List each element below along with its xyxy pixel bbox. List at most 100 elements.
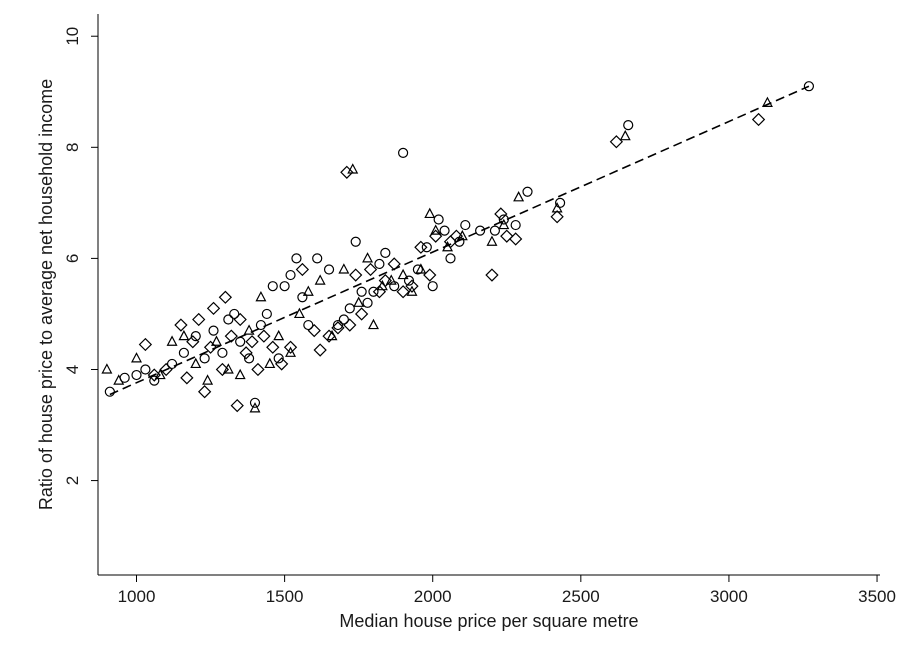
circle-marker (439, 225, 450, 236)
diamond-marker (343, 318, 357, 332)
triangle-marker (486, 235, 498, 246)
diamond-marker (159, 362, 173, 377)
circle-marker (208, 325, 219, 336)
x-tick-label: 1500 (266, 587, 304, 606)
diamond-marker (485, 268, 499, 282)
circle-marker (249, 397, 261, 408)
diamond-marker (206, 301, 221, 316)
circle-marker (445, 253, 456, 264)
diamond-marker (322, 329, 336, 343)
circle-marker (267, 281, 278, 292)
diamond-marker (251, 362, 265, 377)
diamond-marker (372, 285, 387, 299)
triangle-marker (314, 274, 326, 285)
diamond-marker (331, 321, 345, 335)
circle-marker (297, 292, 308, 303)
diamond-marker (363, 262, 378, 277)
diamond-marker (224, 329, 238, 343)
diamond-marker (186, 335, 200, 349)
triangle-marker (761, 96, 773, 107)
triangle-marker (551, 202, 563, 213)
diamond-marker (354, 307, 369, 321)
circle-marker (190, 331, 201, 342)
triangle-marker (210, 335, 222, 346)
x-tick-label: 1000 (118, 587, 156, 606)
y-tick-label: 2 (63, 476, 82, 485)
diamond-marker (283, 340, 298, 354)
diamond-marker (295, 262, 310, 277)
triangle-marker (285, 346, 297, 357)
diamond-marker (230, 398, 244, 413)
diamond-marker (414, 240, 428, 254)
diamond-marker (340, 165, 354, 179)
circle-marker (510, 219, 521, 231)
circle-marker (229, 308, 240, 320)
triangle-marker (255, 290, 267, 302)
x-tick-label: 2000 (414, 587, 452, 606)
diamond-marker (423, 268, 437, 282)
y-tick-label: 6 (63, 254, 82, 263)
triangle-marker (513, 191, 525, 202)
diamond-marker (349, 268, 363, 282)
circle-marker (217, 347, 228, 358)
diamond-marker (138, 337, 153, 352)
triangle-marker (362, 252, 374, 263)
circle-marker (338, 314, 349, 325)
circle-marker (412, 264, 424, 275)
diamond-marker (609, 135, 624, 149)
diamond-marker (174, 318, 188, 332)
x-tick-label: 3500 (858, 587, 896, 606)
triangle-marker (293, 307, 305, 319)
triangle-marker (353, 296, 365, 307)
diamond-marker (180, 371, 194, 385)
circle-marker (356, 286, 367, 297)
diamond-marker (197, 385, 212, 399)
triangle-marker (367, 318, 379, 330)
diamond-marker (429, 229, 443, 243)
x-axis-label: Median house price per square metre (339, 611, 638, 631)
circle-marker (140, 364, 151, 375)
circle-marker (397, 147, 409, 158)
circle-marker (303, 319, 314, 331)
diamond-marker (233, 312, 247, 327)
triangle-marker (190, 357, 202, 369)
triangle-marker (166, 335, 178, 346)
y-tick-label: 10 (63, 27, 82, 46)
y-axis-label: Ratio of house price to average net hous… (36, 79, 56, 510)
diamond-marker (509, 232, 523, 246)
diamond-marker (147, 368, 161, 382)
diamond-marker (396, 285, 410, 299)
triangle-marker (385, 274, 397, 285)
circle-marker (433, 214, 444, 225)
diamond-marker (494, 207, 508, 221)
triangle-marker (397, 268, 409, 280)
circle-marker (623, 119, 634, 131)
triangle-marker (619, 129, 631, 141)
diamond-marker (215, 362, 230, 377)
triangle-marker (154, 368, 166, 380)
circle-marker (291, 253, 302, 264)
circle-marker (460, 219, 471, 231)
circle-marker (489, 225, 501, 236)
diamond-marker (500, 229, 514, 243)
circle-marker (199, 353, 210, 364)
circle-marker (344, 303, 355, 314)
triangle-marker (424, 207, 436, 219)
circle-marker (554, 197, 566, 208)
circle-marker (312, 253, 323, 264)
circle-marker (475, 225, 486, 236)
diamond-marker (203, 340, 218, 354)
triangle-marker (101, 363, 113, 374)
diamond-marker (218, 290, 233, 304)
triangle-marker (202, 374, 214, 385)
circle-marker (273, 353, 284, 364)
circle-marker (389, 281, 400, 292)
diamond-marker (751, 112, 766, 127)
triangle-marker (249, 402, 261, 413)
circle-marker (261, 308, 272, 320)
circle-marker (279, 281, 290, 292)
circle-marker (522, 186, 533, 197)
diamond-marker (313, 343, 327, 357)
y-tick-label: 4 (63, 365, 82, 374)
y-axis: 2 4 6 8 10 (63, 14, 99, 575)
